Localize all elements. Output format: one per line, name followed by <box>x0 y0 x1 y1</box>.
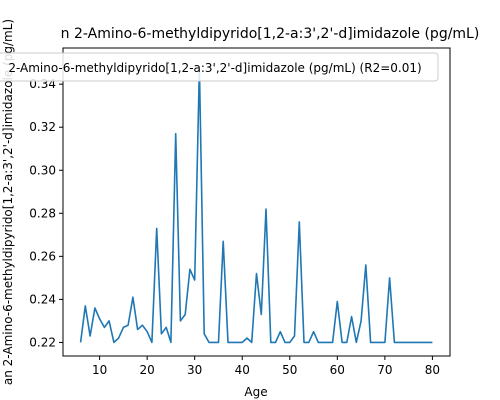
y-tick-label: 0.30 <box>29 163 56 177</box>
chart-title: n 2-Amino-6-methyldipyrido[1,2-a:3',2'-d… <box>61 26 480 42</box>
x-axis-label: Age <box>244 385 267 399</box>
x-tick-label: 10 <box>92 363 107 377</box>
y-tick-label: 0.26 <box>29 249 56 263</box>
x-tick-label: 60 <box>330 363 345 377</box>
y-tick-label: 0.32 <box>29 120 56 134</box>
x-tick-label: 40 <box>235 363 250 377</box>
y-tick-label: 0.22 <box>29 335 56 349</box>
legend-entry-label: 2-Amino-6-methyldipyrido[1,2-a:3',2'-d]i… <box>8 61 421 75</box>
legend: 2-Amino-6-methyldipyrido[1,2-a:3',2'-d]i… <box>0 53 438 81</box>
y-tick-label: 0.28 <box>29 206 56 220</box>
y-axis: 0.220.240.260.280.300.320.34 <box>29 77 63 349</box>
x-tick-label: 70 <box>377 363 392 377</box>
x-tick-label: 80 <box>425 363 440 377</box>
x-tick-label: 20 <box>140 363 155 377</box>
x-tick-label: 50 <box>282 363 297 377</box>
x-axis: 10 20 30 40 50 60 70 80 <box>92 356 440 377</box>
x-tick-label: 30 <box>187 363 202 377</box>
y-tick-label: 0.24 <box>29 292 56 306</box>
